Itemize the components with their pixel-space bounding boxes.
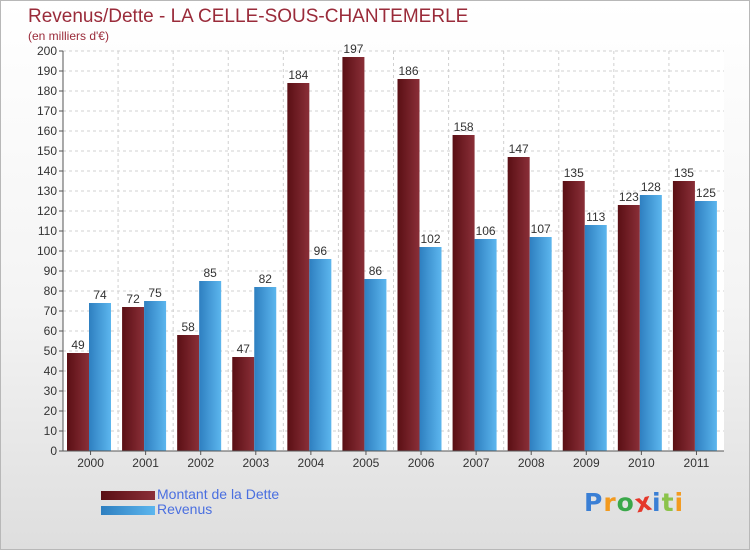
chart-title: Revenus/Dette - LA CELLE-SOUS-CHANTEMERL… — [28, 6, 469, 27]
y-tick-label: 40 — [44, 364, 58, 378]
data-label-revenus-2008: 107 — [531, 222, 551, 236]
y-tick-label: 50 — [44, 344, 58, 358]
x-tick-label: 2009 — [573, 456, 600, 470]
y-tick-label: 0 — [50, 444, 57, 458]
x-tick-label: 2008 — [518, 456, 545, 470]
data-label-dette-2006: 186 — [398, 64, 418, 78]
x-tick-label: 2001 — [132, 456, 159, 470]
bar-revenus-2006 — [419, 247, 442, 451]
y-tick-label: 180 — [37, 84, 57, 98]
data-label-dette-2004: 184 — [288, 68, 308, 82]
y-tick-label: 100 — [37, 244, 57, 258]
data-label-revenus-2003: 82 — [259, 272, 273, 286]
data-label-dette-2002: 58 — [181, 320, 195, 334]
x-tick-label: 2010 — [628, 456, 655, 470]
logo-letter: i — [674, 488, 685, 517]
logo-letter: o — [616, 488, 635, 517]
x-tick-label: 2002 — [187, 456, 214, 470]
legend-swatch-dette — [101, 491, 155, 500]
y-tick-label: 30 — [44, 384, 58, 398]
y-tick-label: 110 — [38, 224, 57, 238]
y-tick-label: 20 — [44, 404, 58, 418]
y-tick-label: 90 — [44, 264, 58, 278]
bar-dette-2005 — [342, 57, 365, 451]
logo-letter: P — [584, 488, 604, 517]
x-tick-label: 2000 — [77, 456, 104, 470]
bar-dette-2008 — [507, 157, 530, 451]
data-label-dette-2009: 135 — [564, 166, 584, 180]
data-label-dette-2000: 49 — [71, 338, 85, 352]
data-label-revenus-2007: 106 — [476, 224, 496, 238]
data-label-revenus-2002: 85 — [203, 266, 217, 280]
data-label-dette-2001: 72 — [126, 292, 140, 306]
y-tick-label: 160 — [37, 124, 57, 138]
data-label-dette-2003: 47 — [237, 342, 251, 356]
bar-revenus-2001 — [144, 301, 167, 451]
legend-label-dette: Montant de la Dette — [157, 486, 280, 502]
bar-dette-2010 — [617, 205, 640, 451]
legend-swatch-revenus — [101, 506, 155, 515]
y-tick-label: 200 — [37, 44, 57, 58]
data-label-revenus-2001: 75 — [148, 286, 162, 300]
logo-letter: i — [652, 488, 662, 517]
y-tick-label: 190 — [37, 64, 57, 78]
bar-dette-2006 — [397, 79, 420, 451]
y-tick-label: 170 — [37, 104, 57, 118]
y-tick-label: 70 — [44, 304, 58, 318]
bar-revenus-2010 — [639, 195, 662, 451]
bar-revenus-2008 — [529, 237, 552, 451]
y-tick-label: 120 — [37, 204, 57, 218]
data-label-dette-2008: 147 — [509, 142, 529, 156]
x-tick-label: 2004 — [298, 456, 325, 470]
data-label-revenus-2010: 128 — [641, 180, 661, 194]
bar-revenus-2007 — [474, 239, 497, 451]
x-tick-label: 2005 — [353, 456, 380, 470]
data-label-dette-2005: 197 — [343, 42, 363, 56]
data-label-revenus-2011: 125 — [696, 186, 716, 200]
bar-dette-2009 — [562, 181, 585, 451]
y-tick-label: 80 — [44, 284, 58, 298]
x-tick-label: 2011 — [684, 456, 710, 470]
x-tick-label: 2007 — [463, 456, 490, 470]
x-tick-label: 2003 — [242, 456, 269, 470]
data-label-dette-2010: 123 — [619, 190, 639, 204]
proxiti-logo: Proxiti — [584, 487, 685, 519]
bar-dette-2007 — [452, 135, 475, 451]
y-tick-label: 10 — [44, 424, 58, 438]
bar-dette-2003 — [232, 357, 255, 451]
bar-dette-2002 — [177, 335, 200, 451]
y-tick-label: 140 — [37, 164, 57, 178]
data-label-revenus-2009: 113 — [586, 210, 605, 224]
data-label-dette-2011: 135 — [674, 166, 694, 180]
y-tick-label: 150 — [37, 144, 57, 158]
data-label-revenus-2004: 96 — [314, 244, 328, 258]
logo-letter: r — [603, 488, 617, 517]
y-tick-label: 60 — [44, 324, 58, 338]
logo-letter: t — [661, 488, 675, 517]
bar-revenus-2004 — [309, 259, 332, 451]
bar-dette-2001 — [122, 307, 145, 451]
data-label-dette-2007: 158 — [454, 120, 474, 134]
data-label-revenus-2005: 86 — [369, 264, 383, 278]
bar-dette-2004 — [287, 83, 310, 451]
bar-revenus-2011 — [694, 201, 717, 451]
bar-revenus-2002 — [199, 281, 222, 451]
y-tick-label: 130 — [37, 184, 57, 198]
bar-dette-2000 — [67, 353, 89, 451]
bar-revenus-2009 — [584, 225, 607, 451]
bar-revenus-2005 — [364, 279, 387, 451]
bar-dette-2011 — [672, 181, 695, 451]
bar-revenus-2003 — [254, 287, 277, 451]
bar-revenus-2000 — [89, 303, 111, 451]
data-label-revenus-2000: 74 — [93, 288, 107, 302]
x-tick-label: 2006 — [408, 456, 435, 470]
data-label-revenus-2006: 102 — [420, 232, 440, 246]
legend-label-revenus: Revenus — [157, 501, 213, 517]
chart-subtitle: (en milliers d'€) — [28, 29, 109, 43]
